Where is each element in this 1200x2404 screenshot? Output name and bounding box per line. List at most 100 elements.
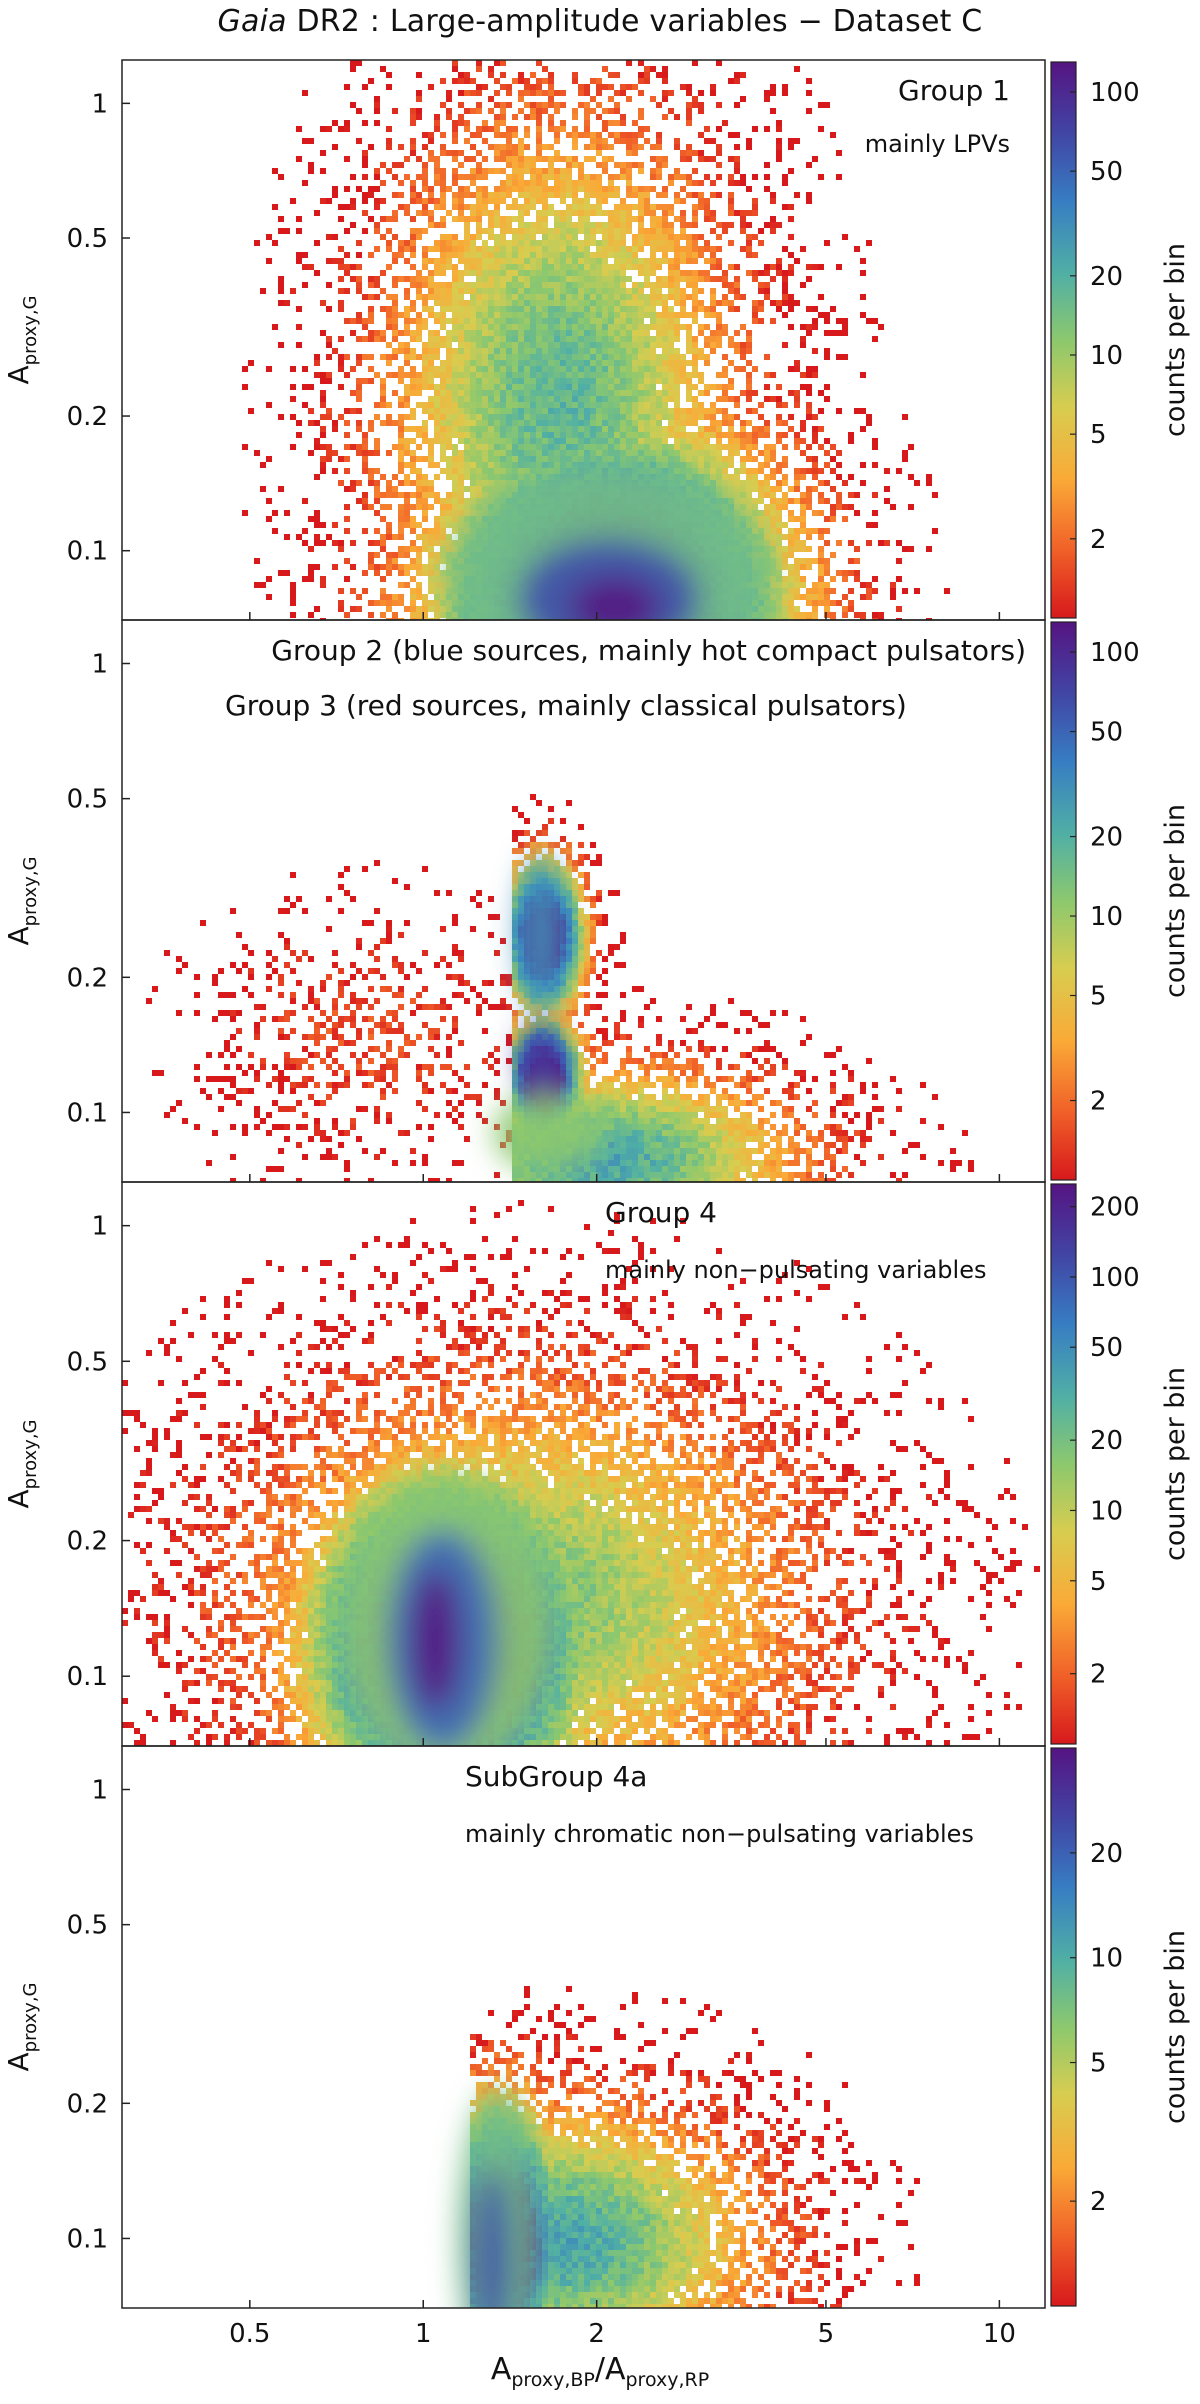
bin	[500, 192, 506, 198]
bin	[716, 312, 722, 318]
bin	[482, 276, 488, 282]
bin	[410, 138, 416, 144]
bin	[650, 258, 656, 264]
bin	[458, 510, 464, 516]
bin	[740, 180, 746, 186]
bin	[524, 198, 530, 204]
bin	[524, 240, 530, 246]
bin	[524, 450, 530, 456]
bin	[530, 438, 536, 444]
bin	[788, 564, 794, 570]
bin	[440, 432, 446, 438]
bin	[560, 228, 566, 234]
bin	[776, 432, 782, 438]
bin	[494, 342, 500, 348]
bin	[542, 180, 548, 186]
bin	[644, 264, 650, 270]
bin	[764, 618, 770, 620]
bin	[452, 294, 458, 300]
bin	[632, 318, 638, 324]
bin	[650, 450, 656, 456]
bin	[500, 270, 506, 276]
bin	[254, 558, 260, 564]
bin	[344, 432, 350, 438]
bin	[488, 486, 494, 492]
bin	[626, 180, 632, 186]
bin	[554, 276, 560, 282]
bin	[728, 420, 734, 426]
bin	[374, 540, 380, 546]
bin	[434, 432, 440, 438]
bin	[548, 270, 554, 276]
bin	[356, 138, 362, 144]
bin	[494, 366, 500, 372]
bin	[374, 174, 380, 180]
bin	[578, 174, 584, 180]
bin	[692, 414, 698, 420]
bin	[332, 522, 338, 528]
bin	[518, 318, 524, 324]
bin	[380, 474, 386, 480]
bin	[410, 108, 416, 114]
bin	[692, 384, 698, 390]
bin	[734, 168, 740, 174]
bin	[320, 198, 326, 204]
bin	[470, 390, 476, 396]
bin	[476, 102, 482, 108]
bin	[602, 126, 608, 132]
bin	[392, 276, 398, 282]
bin	[458, 498, 464, 504]
bin	[566, 252, 572, 258]
bin	[320, 462, 326, 468]
bin	[662, 216, 668, 222]
bin	[584, 156, 590, 162]
bin	[458, 120, 464, 126]
bin	[326, 342, 332, 348]
bin	[752, 126, 758, 132]
bin	[452, 270, 458, 276]
bin	[752, 474, 758, 480]
bin	[548, 444, 554, 450]
bin	[674, 216, 680, 222]
bin	[458, 432, 464, 438]
bin	[452, 240, 458, 246]
bin	[560, 432, 566, 438]
bin	[296, 228, 302, 234]
bin	[500, 282, 506, 288]
bin	[386, 294, 392, 300]
bin	[776, 546, 782, 552]
bin	[404, 504, 410, 510]
bin	[494, 432, 500, 438]
bin	[434, 342, 440, 348]
bin	[362, 294, 368, 300]
bin	[566, 234, 572, 240]
bin	[620, 456, 626, 462]
bin	[302, 528, 308, 534]
bin	[668, 318, 674, 324]
bin	[722, 294, 728, 300]
bin	[770, 216, 776, 222]
bin	[590, 144, 596, 150]
bin	[662, 234, 668, 240]
bin	[608, 402, 614, 408]
bin	[494, 60, 500, 66]
bin	[326, 354, 332, 360]
bin	[416, 456, 422, 462]
bin	[440, 558, 446, 564]
bin	[542, 186, 548, 192]
bin	[752, 432, 758, 438]
bin	[626, 360, 632, 366]
bin	[302, 180, 308, 186]
bin	[476, 456, 482, 462]
bin	[512, 246, 518, 252]
bin	[656, 228, 662, 234]
bin	[584, 426, 590, 432]
bin	[584, 210, 590, 216]
bin	[464, 174, 470, 180]
bin	[362, 462, 368, 468]
bin	[788, 138, 794, 144]
bin	[680, 174, 686, 180]
bin	[572, 348, 578, 354]
bin	[506, 222, 512, 228]
bin	[548, 210, 554, 216]
